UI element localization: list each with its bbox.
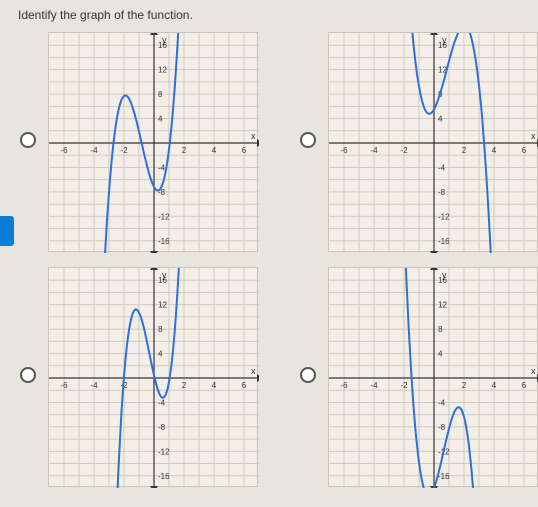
- svg-text:-12: -12: [158, 212, 170, 221]
- option-a: -6-4-2246481216-4-8-12-16yx: [20, 32, 270, 257]
- svg-text:6: 6: [522, 381, 527, 390]
- svg-text:-4: -4: [158, 163, 166, 172]
- svg-text:y: y: [162, 270, 167, 280]
- svg-text:-16: -16: [438, 472, 450, 481]
- chart-b: -6-4-2246481216-4-8-12-16yx: [328, 32, 538, 252]
- svg-text:4: 4: [158, 350, 163, 359]
- svg-text:y: y: [162, 35, 167, 45]
- svg-text:12: 12: [158, 66, 167, 75]
- svg-text:-4: -4: [438, 398, 446, 407]
- svg-text:4: 4: [212, 381, 217, 390]
- svg-text:4: 4: [492, 381, 497, 390]
- svg-text:-4: -4: [438, 163, 446, 172]
- svg-text:4: 4: [438, 350, 443, 359]
- question-prompt: Identify the graph of the function.: [18, 8, 193, 22]
- svg-text:8: 8: [158, 90, 163, 99]
- option-d: -6-4-2246481216-4-8-12-16yx: [300, 267, 538, 492]
- svg-text:2: 2: [462, 146, 467, 155]
- radio-b[interactable]: [300, 132, 316, 148]
- svg-text:y: y: [442, 270, 447, 280]
- svg-text:-16: -16: [438, 237, 450, 246]
- svg-text:12: 12: [158, 301, 167, 310]
- svg-text:-8: -8: [438, 188, 446, 197]
- svg-text:-12: -12: [158, 447, 170, 456]
- svg-text:6: 6: [242, 381, 247, 390]
- svg-text:-16: -16: [158, 237, 170, 246]
- svg-text:-4: -4: [90, 146, 98, 155]
- svg-text:8: 8: [438, 325, 443, 334]
- svg-text:-12: -12: [438, 212, 450, 221]
- option-b: -6-4-2246481216-4-8-12-16yx: [300, 32, 538, 257]
- svg-text:-6: -6: [60, 381, 68, 390]
- svg-text:4: 4: [438, 115, 443, 124]
- svg-text:4: 4: [212, 146, 217, 155]
- option-c: -6-4-2246481216-4-8-12-16yx: [20, 267, 270, 492]
- svg-text:x: x: [251, 131, 256, 141]
- svg-text:x: x: [251, 366, 256, 376]
- svg-text:x: x: [531, 366, 536, 376]
- svg-text:x: x: [531, 131, 536, 141]
- svg-text:-16: -16: [158, 472, 170, 481]
- svg-text:2: 2: [182, 381, 187, 390]
- svg-text:-4: -4: [370, 381, 378, 390]
- svg-text:-8: -8: [438, 423, 446, 432]
- radio-c[interactable]: [20, 367, 36, 383]
- svg-text:8: 8: [158, 325, 163, 334]
- svg-text:2: 2: [462, 381, 467, 390]
- svg-text:12: 12: [438, 301, 447, 310]
- svg-text:-6: -6: [340, 381, 348, 390]
- radio-d[interactable]: [300, 367, 316, 383]
- svg-text:-4: -4: [370, 146, 378, 155]
- svg-text:-8: -8: [158, 423, 166, 432]
- svg-text:-6: -6: [60, 146, 68, 155]
- chart-d: -6-4-2246481216-4-8-12-16yx: [328, 267, 538, 487]
- svg-text:-4: -4: [90, 381, 98, 390]
- svg-text:-2: -2: [400, 146, 408, 155]
- svg-text:-2: -2: [120, 146, 128, 155]
- svg-text:-6: -6: [340, 146, 348, 155]
- svg-text:6: 6: [242, 146, 247, 155]
- svg-text:-2: -2: [400, 381, 408, 390]
- chart-c: -6-4-2246481216-4-8-12-16yx: [48, 267, 258, 487]
- svg-text:4: 4: [492, 146, 497, 155]
- svg-text:6: 6: [522, 146, 527, 155]
- svg-text:-4: -4: [158, 398, 166, 407]
- svg-text:2: 2: [182, 146, 187, 155]
- chart-a: -6-4-2246481216-4-8-12-16yx: [48, 32, 258, 252]
- svg-text:y: y: [442, 35, 447, 45]
- options-grid: -6-4-2246481216-4-8-12-16yx -6-4-2246481…: [0, 32, 538, 502]
- radio-a[interactable]: [20, 132, 36, 148]
- svg-text:4: 4: [158, 115, 163, 124]
